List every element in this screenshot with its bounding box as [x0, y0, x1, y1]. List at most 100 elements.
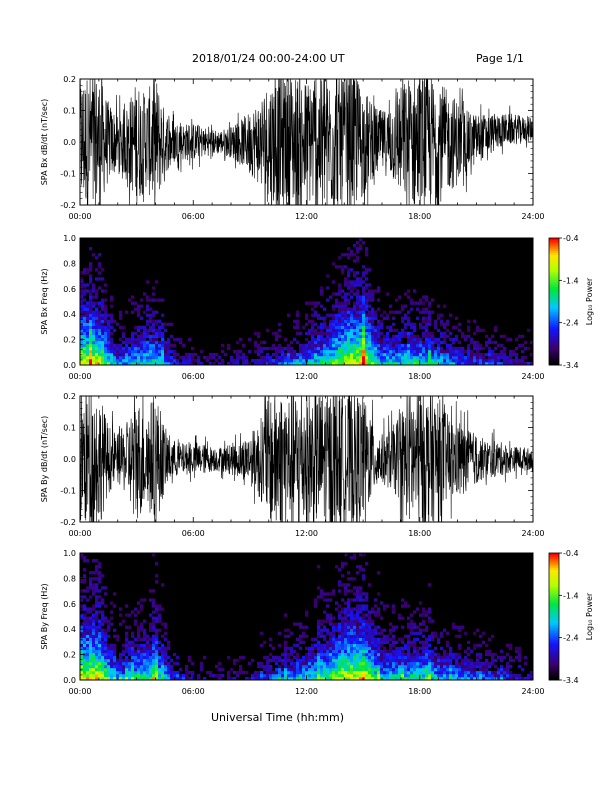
- spectrogram-cell: [323, 664, 327, 669]
- spectrogram-cell: [149, 637, 153, 641]
- spectrogram-cell: [302, 658, 306, 663]
- colorbar-segment: [549, 341, 559, 345]
- spectrogram-cell: [479, 358, 483, 363]
- spectrogram-cell: [86, 331, 90, 336]
- spectrogram-cell: [491, 661, 495, 666]
- spectrogram-cell: [242, 355, 246, 360]
- spectrogram-cell: [431, 334, 435, 339]
- spectrogram-cell: [386, 361, 390, 366]
- colorbar-segment: [549, 671, 559, 675]
- spectrogram-cell: [485, 664, 489, 669]
- spectrogram-cell: [290, 361, 294, 366]
- spectrogram-cell: [371, 673, 375, 678]
- spectrogram-cell: [101, 622, 105, 626]
- spectrogram-cell: [416, 343, 420, 348]
- spectrogram-cell: [167, 349, 171, 354]
- spectrogram-cell: [101, 328, 105, 333]
- spectrogram-cell: [101, 643, 105, 648]
- spectrogram-cell: [455, 673, 459, 678]
- spectrogram-cell: [341, 562, 345, 566]
- spectrogram-cell: [146, 676, 150, 681]
- spectrogram-cell: [209, 670, 213, 675]
- spectrogram-cell: [464, 661, 468, 666]
- spectrogram-cell: [398, 658, 402, 663]
- spectrogram-cell: [515, 358, 519, 363]
- spectrogram-cell: [278, 655, 282, 660]
- spectrogram-cell: [158, 604, 162, 608]
- spectrogram-cell: [476, 340, 480, 345]
- spectrogram-cell: [287, 346, 291, 351]
- spectrogram-cell: [236, 670, 240, 675]
- spectrogram-cell: [350, 589, 354, 593]
- spectrogram-cell: [419, 358, 423, 363]
- colorbar-segment: [549, 358, 559, 362]
- spectrogram-cell: [89, 322, 93, 326]
- spectrogram-cell: [311, 301, 315, 305]
- spectrogram-cell: [341, 625, 345, 629]
- spectrogram-cell: [368, 670, 372, 675]
- spectrogram-cell: [380, 346, 384, 351]
- spectrogram-cell: [107, 643, 111, 648]
- spectrogram-cell: [425, 643, 429, 648]
- spectrogram-cell: [164, 358, 168, 363]
- spectrogram-cell: [362, 295, 366, 299]
- spectrogram-cell: [335, 337, 339, 342]
- colorbar-segment: [549, 578, 559, 581]
- spectrogram-cell: [455, 676, 459, 681]
- spectrogram-cell: [377, 355, 381, 360]
- spectrogram-cell: [512, 349, 516, 354]
- spectrogram-cell: [467, 664, 471, 669]
- spectrogram-cell: [206, 358, 210, 363]
- spectrogram-cell: [110, 298, 114, 302]
- spectrogram-cell: [329, 334, 333, 339]
- spectrogram-cell: [368, 346, 372, 351]
- spectrogram-cell: [101, 301, 105, 305]
- spectrogram-cell: [356, 337, 360, 342]
- spectrogram-cell: [368, 319, 372, 323]
- spectrogram-cell: [353, 616, 357, 620]
- spectrogram-cell: [101, 628, 105, 632]
- spectrogram-cell: [308, 673, 312, 678]
- spectrogram-cell: [326, 286, 330, 290]
- spectrogram-cell: [86, 664, 90, 669]
- spectrogram-cell: [344, 664, 348, 669]
- spectrogram-cell: [161, 334, 165, 339]
- spectrogram-cell: [344, 361, 348, 366]
- spectrogram-cell: [263, 673, 267, 678]
- spectrogram-cell: [437, 667, 441, 672]
- spectrogram-cell: [419, 622, 423, 626]
- spectrogram-cell: [398, 340, 402, 345]
- spectrogram-cell: [359, 553, 363, 557]
- spectrogram-cell: [368, 292, 372, 296]
- spectrogram-cell: [467, 667, 471, 672]
- spectrogram-cell: [347, 325, 351, 330]
- spectrogram-cell: [425, 298, 429, 302]
- spectrogram-cell: [512, 352, 516, 357]
- spectrogram-cell: [290, 676, 294, 681]
- spectrogram-cell: [80, 664, 84, 669]
- spectrogram-cell: [377, 319, 381, 323]
- spectrogram-cell: [431, 340, 435, 345]
- spectrogram-cell: [119, 655, 123, 660]
- spectrogram-cell: [425, 295, 429, 299]
- spectrogram-cell: [269, 658, 273, 663]
- spectrogram-cell: [83, 649, 87, 654]
- spectrogram-cell: [308, 658, 312, 663]
- spectrogram-cell: [410, 337, 414, 342]
- spectrogram-cell: [272, 352, 276, 357]
- spectrogram-cell: [314, 301, 318, 305]
- spectrogram-cell: [341, 619, 345, 623]
- spectrogram-cell: [395, 328, 399, 333]
- spectrogram-cell: [278, 361, 282, 366]
- spectrogram-cell: [458, 673, 462, 678]
- spectrogram-cell: [92, 637, 96, 641]
- spectrogram-cell: [347, 340, 351, 345]
- spectrogram-cell: [350, 619, 354, 623]
- spectrogram-cell: [299, 637, 303, 641]
- spectrogram-cell: [368, 349, 372, 354]
- spectrogram-cell: [299, 670, 303, 675]
- spectrogram-cell: [143, 655, 147, 660]
- spectrogram-cell: [527, 328, 531, 333]
- spectrogram-cell: [413, 622, 417, 626]
- spectrogram-cell: [329, 640, 333, 645]
